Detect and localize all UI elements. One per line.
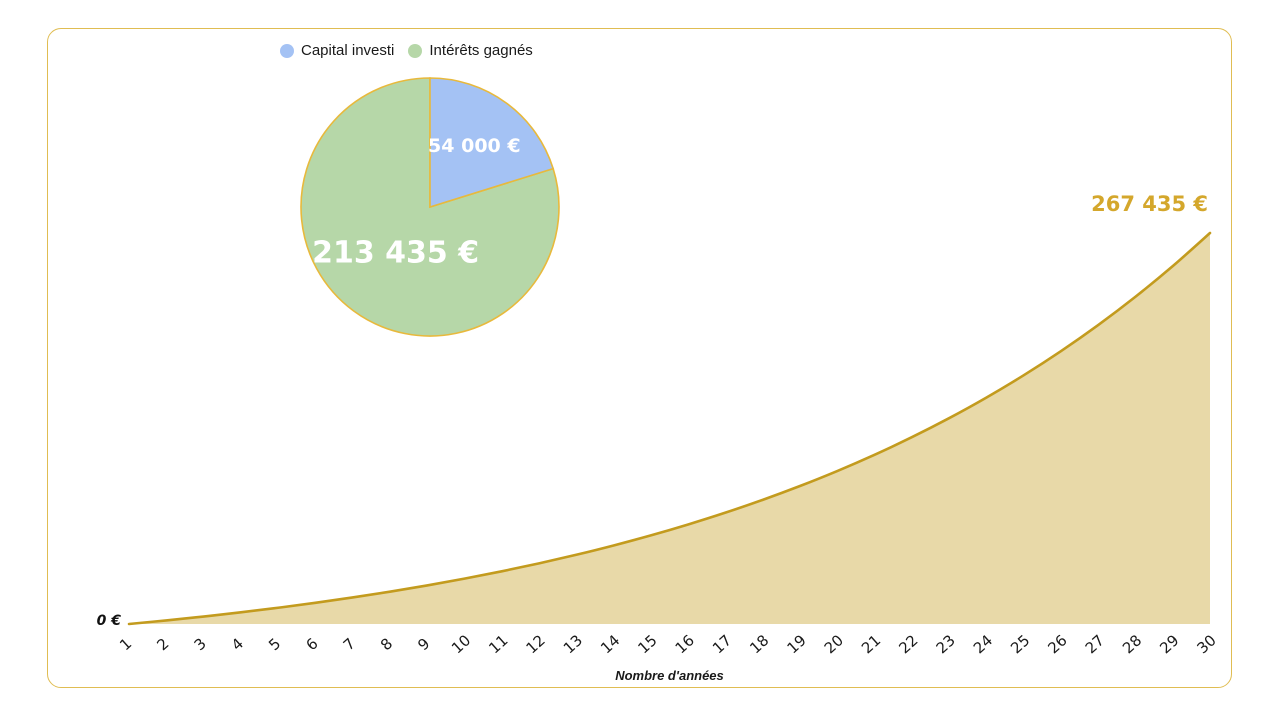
x-axis-tick-1: 1 <box>116 634 135 654</box>
x-axis-tick-21: 21 <box>858 631 884 657</box>
circle-swatch-icon <box>408 43 423 58</box>
pie-label-interest: 213 435 € <box>312 235 479 270</box>
x-axis-tick-10: 10 <box>448 631 474 657</box>
area-fill <box>129 233 1210 624</box>
final-value-label: 267 435 € <box>1091 192 1208 216</box>
capital-vs-interest-pie-chart: 54 000 € 213 435 € <box>300 77 560 337</box>
legend-item-capital[interactable]: Capital investi <box>280 42 394 59</box>
x-axis-tick-5: 5 <box>265 634 284 654</box>
zero-value-label: 0 € <box>97 613 122 629</box>
x-axis-tick-30: 30 <box>1194 631 1220 657</box>
chart-legend: Capital investi Intérêts gagnés <box>280 42 533 59</box>
x-axis-tick-2: 2 <box>153 634 172 654</box>
x-axis-tick-20: 20 <box>821 631 847 657</box>
x-axis-tick-23: 23 <box>933 631 959 657</box>
x-axis-tick-11: 11 <box>485 631 511 657</box>
x-axis-tick-25: 25 <box>1007 631 1033 657</box>
pie-slice-interest[interactable] <box>300 77 560 337</box>
x-axis-tick-19: 19 <box>784 631 810 657</box>
x-axis-tick-28: 28 <box>1119 631 1145 657</box>
x-axis-tick-17: 17 <box>709 631 735 657</box>
x-axis-tick-15: 15 <box>634 631 660 657</box>
x-axis-tick-22: 22 <box>895 631 921 657</box>
x-axis-tick-14: 14 <box>597 631 623 657</box>
x-axis-tick-27: 27 <box>1082 631 1108 657</box>
x-axis-tick-labels: 1 2 3 4 5 6 7 8 9 10 11 12 13 14 15 16 17 18 19 20 21 22 23 24 2… <box>116 631 1220 657</box>
area-curve-line <box>127 231 1212 626</box>
pie-slice-capital[interactable] <box>429 77 555 209</box>
x-axis-tick-29: 29 <box>1156 631 1182 657</box>
x-axis-tick-6: 6 <box>302 634 321 654</box>
x-axis-tick-18: 18 <box>746 631 772 657</box>
legend-label-capital: Capital investi <box>301 42 395 59</box>
x-axis-tick-12: 12 <box>523 631 549 657</box>
x-axis-tick-8: 8 <box>377 634 396 654</box>
x-axis-tick-4: 4 <box>228 634 247 654</box>
x-axis-tick-26: 26 <box>1044 631 1070 657</box>
pie-label-capital: 54 000 € <box>428 135 521 157</box>
x-axis-tick-7: 7 <box>340 634 359 654</box>
x-axis-tick-24: 24 <box>970 631 996 657</box>
compound-interest-area-chart: 1 2 3 4 5 6 7 8 9 10 11 12 13 14 15 16 17 18 19 20 21 22 23 24 2… <box>97 192 1220 683</box>
legend-label-interest: Intérêts gagnés <box>429 42 533 59</box>
circle-swatch-icon <box>280 43 294 58</box>
x-axis-tick-3: 3 <box>191 634 210 654</box>
x-axis-title: Nombre d'années <box>615 668 724 683</box>
x-axis-tick-9: 9 <box>414 634 433 654</box>
legend-item-interest[interactable]: Intérêts gagnés <box>408 42 533 59</box>
x-axis-tick-16: 16 <box>672 631 698 657</box>
x-axis-tick-13: 13 <box>560 631 586 657</box>
